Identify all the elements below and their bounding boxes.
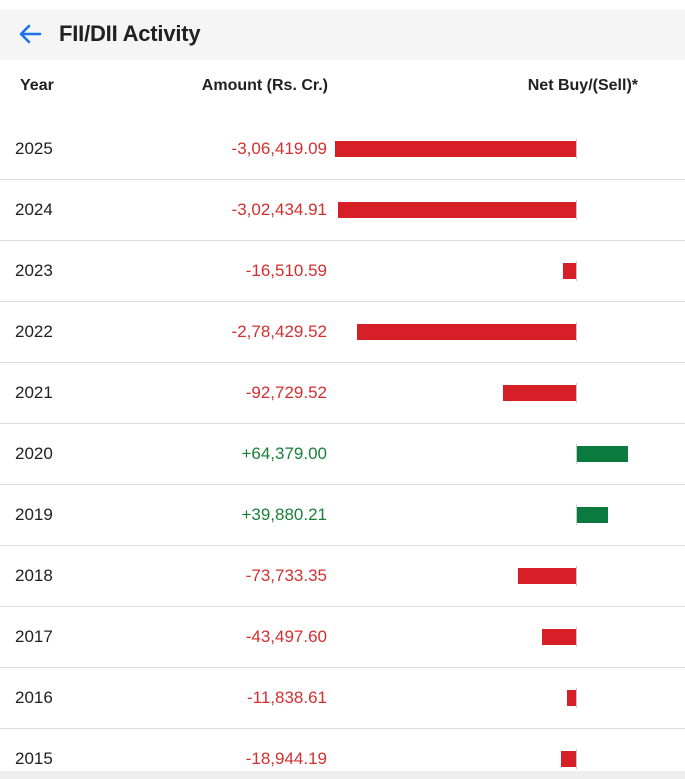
amount-cell: +39,880.21 bbox=[241, 505, 327, 524]
column-header-year: Year bbox=[20, 77, 54, 94]
bottom-divider bbox=[0, 771, 685, 779]
net-bar-cell bbox=[330, 302, 660, 362]
net-bar-cell bbox=[330, 729, 660, 779]
activity-table: 2025 -3,06,419.09 2024 -3,02,434.91 2023 -16,… bbox=[0, 119, 685, 779]
net-bar-cell bbox=[330, 119, 660, 179]
zero-axis-line bbox=[576, 566, 577, 586]
table-row[interactable]: 2025 -3,06,419.09 bbox=[0, 119, 685, 180]
amount-cell: -3,06,419.09 bbox=[231, 139, 327, 158]
year-cell: 2016 bbox=[15, 688, 53, 707]
sell-bar bbox=[335, 141, 576, 157]
sell-bar bbox=[503, 385, 576, 401]
zero-axis-line bbox=[576, 444, 577, 464]
year-cell: 2025 bbox=[15, 139, 53, 158]
zero-axis-line bbox=[576, 505, 577, 525]
sell-bar bbox=[563, 263, 576, 279]
zero-axis-line bbox=[576, 139, 577, 159]
amount-cell: -43,497.60 bbox=[245, 627, 327, 646]
page-title: FII/DII Activity bbox=[59, 21, 201, 46]
net-bar-cell bbox=[330, 424, 660, 484]
amount-cell: -73,733.35 bbox=[245, 566, 327, 585]
zero-axis-line bbox=[576, 749, 577, 769]
amount-cell: -3,02,434.91 bbox=[231, 200, 327, 219]
amount-cell: -11,838.61 bbox=[246, 688, 327, 707]
net-bar-cell bbox=[330, 485, 660, 545]
table-row[interactable]: 2023 -16,510.59 bbox=[0, 241, 685, 302]
back-button[interactable] bbox=[16, 21, 44, 47]
column-header-net: Net Buy/(Sell)* bbox=[527, 77, 638, 94]
amount-cell: -92,729.52 bbox=[245, 383, 327, 402]
year-cell: 2015 bbox=[15, 749, 53, 768]
net-bar-cell bbox=[330, 241, 660, 301]
sell-bar bbox=[561, 751, 576, 767]
zero-axis-line bbox=[576, 261, 577, 281]
table-row[interactable]: 2019 +39,880.21 bbox=[0, 485, 685, 546]
year-cell: 2020 bbox=[15, 444, 53, 463]
year-cell: 2021 bbox=[15, 383, 53, 402]
table-row[interactable]: 2021 -92,729.52 bbox=[0, 363, 685, 424]
table-row[interactable]: 2020 +64,379.00 bbox=[0, 424, 685, 485]
column-header-amount: Amount (Rs. Cr.) bbox=[201, 77, 328, 94]
amount-cell: -18,944.19 bbox=[245, 749, 327, 768]
buy-bar bbox=[577, 507, 608, 523]
sell-bar bbox=[357, 324, 576, 340]
year-cell: 2019 bbox=[15, 505, 53, 524]
table-row[interactable]: 2024 -3,02,434.91 bbox=[0, 180, 685, 241]
sell-bar bbox=[338, 202, 576, 218]
zero-axis-line bbox=[576, 383, 577, 403]
buy-bar bbox=[577, 446, 628, 462]
year-cell: 2022 bbox=[15, 322, 53, 341]
year-cell: 2017 bbox=[15, 627, 53, 646]
zero-axis-line bbox=[576, 688, 577, 708]
net-bar-cell bbox=[330, 180, 660, 240]
sell-bar bbox=[542, 629, 576, 645]
zero-axis-line bbox=[576, 200, 577, 220]
year-cell: 2018 bbox=[15, 566, 53, 585]
table-row[interactable]: 2016 -11,838.61 bbox=[0, 668, 685, 729]
net-bar-cell bbox=[330, 668, 660, 728]
table-row[interactable]: 2018 -73,733.35 bbox=[0, 546, 685, 607]
zero-axis-line bbox=[576, 322, 577, 342]
zero-axis-line bbox=[576, 627, 577, 647]
table-row[interactable]: 2015 -18,944.19 bbox=[0, 729, 685, 779]
amount-cell: -2,78,429.52 bbox=[231, 322, 327, 341]
table-row[interactable]: 2017 -43,497.60 bbox=[0, 607, 685, 668]
table-row[interactable]: 2022 -2,78,429.52 bbox=[0, 302, 685, 363]
arrow-left-icon bbox=[19, 24, 42, 44]
year-cell: 2024 bbox=[15, 200, 53, 219]
amount-cell: +64,379.00 bbox=[241, 444, 327, 463]
sell-bar bbox=[567, 690, 576, 706]
net-bar-cell bbox=[330, 607, 660, 667]
net-bar-cell bbox=[330, 546, 660, 606]
sell-bar bbox=[518, 568, 576, 584]
amount-cell: -16,510.59 bbox=[245, 261, 327, 280]
top-app-bar: FII/DII Activity bbox=[0, 9, 685, 60]
year-cell: 2023 bbox=[15, 261, 53, 280]
net-bar-cell bbox=[330, 363, 660, 423]
